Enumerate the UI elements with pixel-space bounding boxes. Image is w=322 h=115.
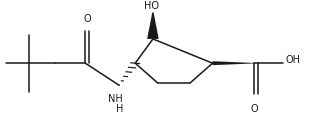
- Polygon shape: [213, 62, 254, 66]
- Text: HO: HO: [144, 1, 159, 11]
- Text: O: O: [83, 14, 91, 24]
- Text: H: H: [117, 103, 124, 113]
- Polygon shape: [147, 13, 159, 40]
- Text: O: O: [251, 103, 258, 113]
- Text: NH: NH: [108, 93, 123, 103]
- Text: OH: OH: [286, 54, 301, 64]
